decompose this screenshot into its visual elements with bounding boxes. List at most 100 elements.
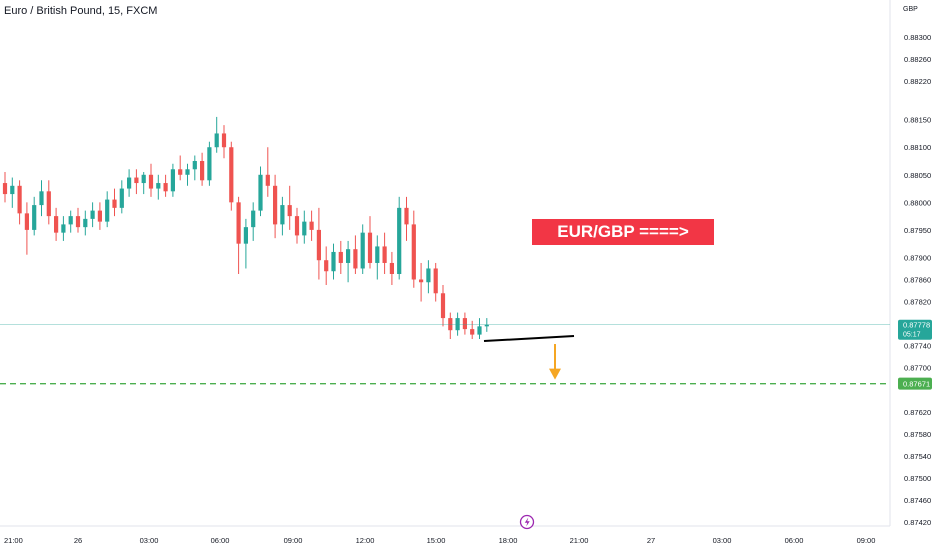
candle-body: [367, 232, 373, 263]
candle: [112, 188, 117, 217]
candle: [338, 240, 343, 274]
candle: [411, 210, 416, 288]
candle-body: [440, 293, 446, 319]
candle: [455, 312, 460, 336]
candle-body: [338, 251, 343, 263]
candle: [389, 251, 394, 286]
candle: [192, 155, 197, 181]
candle: [105, 191, 110, 228]
candle-body: [119, 188, 124, 208]
candle-body: [156, 183, 161, 189]
candle: [273, 174, 278, 239]
support-trendline[interactable]: [483, 335, 575, 343]
currency-label: GBP: [903, 6, 918, 13]
candle: [46, 180, 51, 225]
candle-body: [375, 246, 380, 263]
candle-body: [294, 216, 300, 236]
candle-body: [105, 199, 110, 222]
price-tick-label: 0.87500: [904, 474, 931, 483]
candle: [119, 180, 124, 214]
candle: [280, 196, 285, 236]
time-tick-label: 15:00: [427, 536, 446, 545]
price-tick-label: 0.88050: [904, 171, 931, 180]
candle: [54, 207, 59, 241]
candle: [440, 285, 446, 327]
price-tick-label: 0.88300: [904, 33, 931, 42]
time-tick-label: 06:00: [211, 536, 230, 545]
time-tick-label: 21:00: [4, 536, 23, 545]
candle-body: [243, 227, 248, 244]
price-tick-label: 0.87620: [904, 408, 931, 417]
lightning-icon[interactable]: [519, 514, 535, 530]
candle: [426, 260, 431, 294]
candle: [200, 152, 205, 186]
candle-body: [10, 185, 15, 195]
candle-body: [462, 318, 467, 330]
candle: [236, 196, 241, 274]
candle: [24, 202, 29, 255]
target-price-badge: 0.87671: [898, 377, 932, 390]
time-tick-label: 03:00: [713, 536, 732, 545]
candle: [331, 243, 336, 280]
candle: [382, 232, 387, 274]
candle: [221, 125, 227, 159]
candle: [294, 207, 300, 244]
candle-body: [287, 205, 292, 217]
candle: [90, 202, 95, 228]
candle: [309, 210, 314, 241]
candle-body: [404, 207, 409, 225]
candles-layer: [2, 116, 489, 340]
candle: [470, 320, 475, 340]
time-tick-label: 27: [647, 536, 655, 545]
candle: [148, 163, 154, 197]
candle: [163, 174, 168, 197]
price-tick-label: 0.87540: [904, 452, 931, 461]
candle: [419, 262, 424, 302]
price-tick-label: 0.88100: [904, 143, 931, 152]
candle: [170, 163, 175, 197]
time-axis[interactable]: 21:00 26 03:00 06:00 09:00 12:00 15:00 18:00 21:…: [4, 536, 875, 545]
candle-body: [265, 174, 270, 186]
candle-body: [178, 169, 183, 175]
price-tick-label: 0.88220: [904, 77, 931, 86]
candle-body: [411, 224, 416, 280]
price-tick-label: 0.87460: [904, 496, 931, 505]
candle: [61, 216, 66, 241]
candle-body: [426, 268, 431, 283]
candle: [316, 207, 321, 280]
candle-body: [397, 207, 402, 274]
candle-body: [68, 216, 73, 225]
candle-body: [141, 174, 146, 184]
candle: [17, 180, 22, 225]
candle: [97, 202, 102, 230]
time-tick-label: 09:00: [857, 536, 876, 545]
candle: [367, 216, 373, 269]
candle-body: [83, 218, 88, 228]
candle: [10, 177, 15, 208]
time-tick-label: 18:00: [499, 536, 518, 545]
candle: [360, 224, 365, 274]
time-tick-label: 21:00: [570, 536, 589, 545]
last-price-badge: 0.87778 05:17: [898, 319, 932, 340]
candle: [32, 196, 37, 236]
candle: [243, 218, 248, 269]
price-tick-label: 0.87860: [904, 276, 931, 285]
price-axis[interactable]: GBP 0.88300 0.88260 0.88220 0.88150 0.88100 0.…: [898, 6, 932, 527]
last-price-value: 0.87778: [903, 321, 930, 330]
candle: [207, 141, 212, 186]
candle: [134, 169, 139, 195]
candle-body: [185, 169, 190, 175]
candle: [127, 169, 132, 197]
candle-body: [448, 318, 453, 331]
candle-body: [258, 174, 263, 211]
candle-body: [346, 249, 351, 263]
candle-body: [273, 185, 278, 225]
candle: [75, 207, 81, 233]
candle-body: [24, 213, 29, 230]
time-tick-label: 03:00: [140, 536, 159, 545]
candle-body: [75, 216, 81, 228]
candle-body: [455, 318, 460, 331]
candle-body: [236, 202, 241, 244]
